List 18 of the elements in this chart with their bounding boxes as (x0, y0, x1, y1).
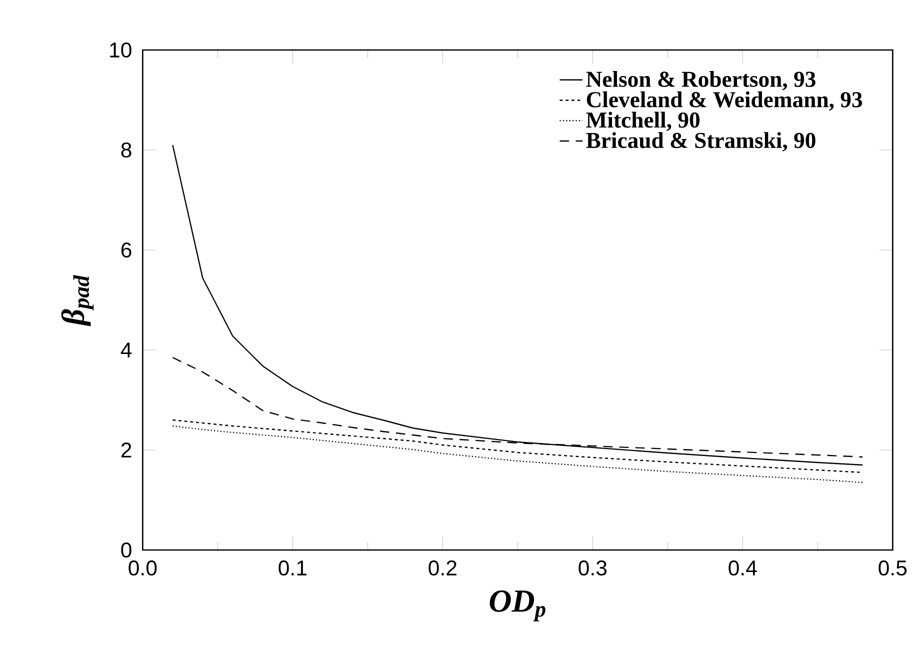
x-tick-label: 0.4 (728, 560, 757, 576)
x-tick-label: 0.2 (428, 560, 456, 576)
y-axis-title: β$_{pad}$ (61, 275, 94, 326)
legend-label: Mitchell, 90 (586, 112, 700, 132)
legend-label: Nelson & Robertson, 93 (586, 70, 816, 90)
y-tick-label: 8 (121, 142, 132, 158)
x-tick-label: 0.1 (278, 560, 306, 576)
y-tick-label: 2 (121, 442, 132, 458)
legend-label: Bricaud & Stramski, 90 (586, 132, 816, 152)
x-tick-label: 0.5 (878, 560, 907, 576)
x-tick-label: 0.0 (128, 560, 157, 576)
x-tick-label: 0.3 (578, 560, 607, 576)
y-tick-label: 0 (121, 542, 132, 558)
x-axis-title: OD$_{p}$ (490, 590, 546, 622)
legend-label: Cleveland & Weidemann, 93 (586, 91, 862, 111)
y-tick-label: 4 (120, 342, 132, 358)
y-tick-label: 10 (110, 42, 132, 58)
y-tick-label: 6 (121, 242, 132, 258)
